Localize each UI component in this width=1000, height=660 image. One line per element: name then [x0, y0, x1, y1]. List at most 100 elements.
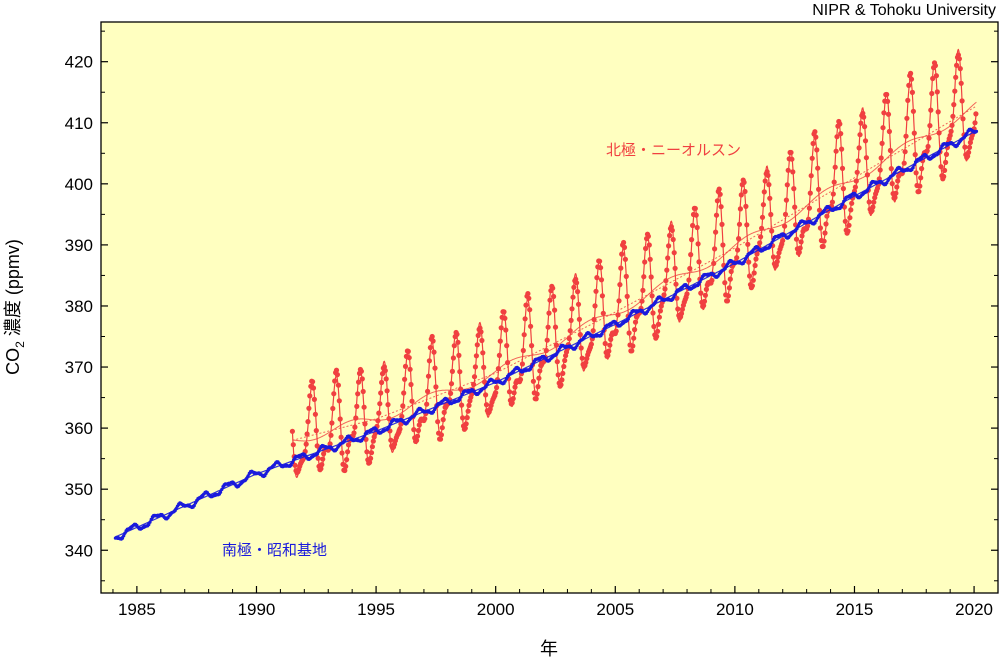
arctic-data-point	[463, 421, 469, 427]
arctic-data-point	[809, 155, 815, 161]
antarctic-data-point	[530, 365, 534, 369]
x-tick-label: 2010	[716, 600, 754, 619]
arctic-data-point	[810, 140, 816, 147]
antarctic-data-point	[504, 377, 508, 381]
arctic-data-point	[332, 378, 338, 384]
arctic-data-point	[318, 466, 324, 472]
antarctic-data-point	[220, 487, 224, 492]
arctic-data-point	[889, 181, 895, 187]
antarctic-data-point	[964, 134, 968, 138]
arctic-data-point	[613, 328, 619, 334]
arctic-data-point	[543, 347, 549, 354]
arctic-data-point	[383, 376, 389, 382]
arctic-data-point	[606, 348, 612, 354]
arctic-data-point	[382, 368, 388, 374]
arctic-data-point	[674, 295, 680, 301]
arctic-data-point	[440, 417, 446, 423]
arctic-data-point	[903, 133, 909, 139]
arctic-data-point	[663, 278, 669, 284]
x-tick-label: 1990	[238, 600, 276, 619]
arctic-data-point	[386, 416, 392, 422]
arctic-data-point	[362, 421, 368, 427]
antarctic-data-point	[317, 449, 321, 453]
arctic-data-point	[497, 338, 503, 344]
arctic-data-point	[861, 114, 867, 120]
arctic-data-point	[856, 145, 862, 151]
arctic-data-point	[855, 158, 861, 164]
arctic-data-point	[526, 295, 532, 301]
y-tick-label: 410	[65, 114, 93, 133]
arctic-data-point	[695, 241, 701, 247]
arctic-data-point	[831, 179, 837, 185]
arctic-data-point	[953, 74, 959, 80]
arctic-data-point	[667, 232, 673, 239]
antarctic-data-point	[601, 329, 605, 333]
arctic-data-point	[806, 205, 813, 211]
arctic-data-point	[310, 385, 317, 391]
arctic-data-point	[471, 374, 478, 380]
arctic-data-point	[863, 155, 870, 161]
arctic-data-point	[478, 329, 484, 335]
arctic-data-point	[737, 206, 744, 212]
arctic-data-point	[935, 109, 941, 115]
arctic-smoothed-line	[292, 101, 977, 442]
arctic-data-point	[313, 428, 319, 434]
arctic-data-point	[480, 350, 486, 356]
antarctic-data-point	[769, 243, 773, 247]
arctic-data-point	[862, 124, 868, 130]
arctic-data-point	[528, 323, 534, 329]
arctic-data-point	[547, 297, 553, 303]
arctic-data-point	[458, 386, 464, 392]
arctic-data-point	[757, 240, 763, 246]
arctic-data-point	[725, 293, 732, 299]
antarctic-data-point	[697, 282, 701, 286]
arctic-data-point	[559, 377, 565, 383]
arctic-data-point	[438, 432, 444, 438]
arctic-data-point	[784, 182, 790, 188]
antarctic-data-point	[842, 199, 846, 203]
arctic-data-point	[853, 178, 859, 184]
arctic-data-point	[690, 222, 696, 229]
antarctic-data-point	[149, 517, 153, 522]
arctic-data-point	[591, 316, 597, 323]
arctic-data-point	[519, 361, 526, 367]
arctic-data-point	[753, 256, 759, 262]
arctic-data-point	[455, 339, 461, 345]
arctic-data-point	[546, 310, 552, 316]
arctic-data-point	[661, 292, 667, 298]
arctic-data-point	[814, 147, 820, 153]
antarctic-data-point	[699, 277, 704, 281]
arctic-data-point	[618, 265, 624, 271]
arctic-data-point	[441, 409, 447, 415]
arctic-data-point	[798, 239, 804, 245]
arctic-data-point	[336, 398, 342, 404]
arctic-data-point	[592, 303, 598, 309]
arctic-data-point	[846, 222, 852, 228]
arctic-data-point	[722, 280, 728, 286]
arctic-data-point	[934, 89, 940, 95]
arctic-data-point	[416, 422, 422, 428]
antarctic-data-point	[575, 344, 579, 348]
arctic-data-point	[338, 434, 344, 440]
arctic-data-point	[310, 379, 316, 385]
arctic-data-point	[328, 432, 334, 438]
arctic-data-point	[671, 250, 677, 256]
arctic-data-point	[824, 213, 830, 219]
arctic-data-point	[384, 388, 390, 394]
antarctic-data-point	[654, 299, 658, 303]
arctic-data-point	[334, 372, 340, 378]
arctic-data-point	[959, 98, 965, 104]
antarctic-data-point	[939, 147, 943, 151]
arctic-data-point	[762, 178, 768, 184]
arctic-data-point	[918, 175, 924, 181]
arctic-data-point	[886, 128, 893, 135]
arctic-data-point	[554, 359, 560, 365]
arctic-data-point	[718, 204, 724, 210]
arctic-data-point	[562, 357, 568, 364]
arctic-data-point	[344, 457, 350, 463]
arctic-data-point	[643, 245, 649, 252]
arctic-data-point	[822, 230, 828, 236]
arctic-data-point	[429, 333, 435, 340]
y-tick-label: 420	[65, 53, 93, 72]
arctic-data-point	[407, 366, 413, 372]
